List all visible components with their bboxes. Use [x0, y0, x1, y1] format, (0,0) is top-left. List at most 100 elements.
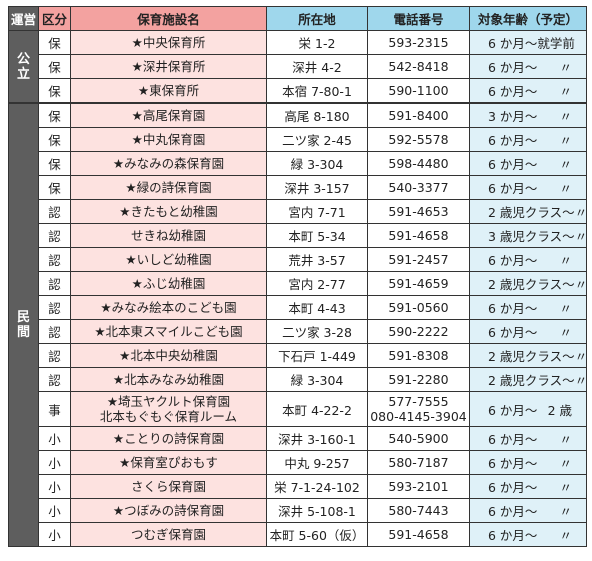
- kubun-cell: 小: [38, 474, 71, 499]
- phone-cell: 591-8308: [367, 343, 470, 368]
- phone-number: 577-7555: [388, 394, 449, 409]
- target-age-ditto: 〃: [559, 133, 572, 148]
- kubun-cell: 小: [38, 426, 71, 451]
- target-age-wrap: 6 か月～ 2 歳: [488, 400, 586, 419]
- phone-cell: 591-4658: [367, 223, 470, 248]
- facility-name-cell: さくら保育園: [70, 474, 267, 499]
- target-age-cell: 6 か月～ 2 歳: [469, 391, 587, 427]
- address-cell: 二ツ家 2-45: [266, 127, 368, 152]
- address-cell: 高尾 8-180: [266, 102, 368, 128]
- facility-name: ★ふじ幼稚園: [131, 276, 206, 291]
- phone-number: 591-0560: [388, 300, 449, 315]
- phone-cell: 590-2222: [367, 319, 470, 344]
- facility-name-cell: ★きたもと幼稚園: [70, 199, 267, 224]
- kubun-cell: 小: [38, 450, 71, 475]
- target-age-wrap: 2 歳児クラス～〃: [488, 202, 586, 221]
- target-age-cell: 6 か月～ 〃: [469, 450, 587, 475]
- phone-cell: 591-4653: [367, 199, 470, 224]
- header-unei: 運営: [8, 6, 39, 31]
- target-age-wrap: 6 か月～ 〃: [488, 57, 586, 76]
- target-age-cell: 6 か月～ 〃: [469, 127, 587, 152]
- phone-cell: 580-7187: [367, 450, 470, 475]
- target-age-ditto: 〃: [559, 157, 572, 172]
- target-age-ditto: 〃: [559, 109, 572, 124]
- facility-name: ★ことりの詩保育園: [112, 431, 225, 446]
- target-age-cell: 2 歳児クラス～〃: [469, 367, 587, 392]
- address-cell: 本町 5-60（仮）: [266, 522, 368, 547]
- facility-name: ★北本みなみ幼稚園: [112, 372, 225, 387]
- target-age-wrap: 6 か月～ 〃: [488, 453, 586, 472]
- facility-name: 北本もぐもぐ保育ルーム: [99, 409, 238, 424]
- table-row: 保 ★緑の詩保育園 深井 3-157 540-3377 6 か月～ 〃: [9, 175, 587, 200]
- phone-number: 080-4145-3904: [370, 409, 467, 424]
- table-row: 保 ★中丸保育園 二ツ家 2-45 592-5578 6 か月～ 〃: [9, 127, 587, 152]
- group-public: 公立: [8, 30, 39, 104]
- target-age-ditto: 〃: [559, 60, 572, 75]
- kubun-cell: 事: [38, 391, 71, 427]
- table-row: 保 ★深井保育所 深井 4-2 542-8418 6 か月～ 〃: [9, 54, 587, 79]
- group-label-char: 公: [16, 51, 30, 67]
- facility-name-cell: ★いしど幼稚園: [70, 247, 267, 272]
- target-age-ditto: 〃: [559, 432, 572, 447]
- kubun-cell: 小: [38, 522, 71, 547]
- address-cell: 本宿 7-80-1: [266, 78, 368, 104]
- phone-number: 590-1100: [388, 83, 449, 98]
- facility-name-cell: ★みなみ絵本のこども園: [70, 295, 267, 320]
- phone-cell: 577-7555 080-4145-3904: [367, 391, 470, 427]
- phone-cell: 591-8400: [367, 102, 470, 128]
- phone-number: 591-4653: [388, 204, 449, 219]
- facility-name-cell: ★みなみの森保育園: [70, 151, 267, 176]
- facility-name-cell: せきね幼稚園: [70, 223, 267, 248]
- target-age-ditto: 〃: [559, 528, 572, 543]
- target-age-cell: 6 か月～ 〃: [469, 426, 587, 451]
- table-row: 民間保 ★高尾保育園 高尾 8-180 591-8400 3 か月～〃: [8, 102, 587, 547]
- phone-cell: 591-4659: [367, 271, 470, 296]
- address-cell: 深井 5-108-1: [266, 498, 368, 523]
- target-age-wrap: 2 歳児クラス～〃: [488, 370, 586, 389]
- facility-name: ★中央保育所: [131, 35, 206, 50]
- phone-number: 540-5900: [388, 431, 449, 446]
- target-age-wrap: 6 か月～ 〃: [488, 81, 586, 100]
- target-age-wrap: 6 か月～ 〃: [488, 477, 586, 496]
- target-age-ditto: 〃: [559, 480, 572, 495]
- target-age: 6 か月～: [488, 181, 538, 196]
- facility-name: ★埼玉ヤクルト保育園: [106, 394, 231, 409]
- target-age-wrap: 3 歳児クラス～〃: [488, 226, 586, 245]
- target-age-cell: 6 か月～ 〃: [469, 522, 587, 547]
- phone-number: 580-7443: [388, 503, 449, 518]
- phone-cell: 593-2101: [367, 474, 470, 499]
- target-age: 6 か月～: [488, 301, 538, 316]
- kubun-cell: 認: [38, 343, 71, 368]
- target-age-ditto: 〃: [574, 373, 587, 388]
- facility-name-cell: ★緑の詩保育園: [70, 175, 267, 200]
- address-cell: 本町 4-22-2: [266, 391, 368, 427]
- target-age-ditto: 〃: [559, 325, 572, 340]
- target-age: 6 か月～: [488, 402, 538, 418]
- phone-number: 591-4659: [388, 276, 449, 291]
- target-age-ditto: 〃: [559, 504, 572, 519]
- target-age-cell: 6 か月～ 〃: [469, 498, 587, 523]
- kubun-cell: 認: [38, 247, 71, 272]
- target-age: 6 か月～: [488, 432, 538, 447]
- target-age-cell: 6 か月～就学前: [469, 30, 587, 55]
- target-age-ditto: 〃: [559, 456, 572, 471]
- group-label-char: 立: [16, 66, 30, 82]
- target-age: 6 か月～: [488, 504, 538, 519]
- facility-name: ★高尾保育園: [131, 108, 206, 123]
- target-age: 3 歳児クラス～: [488, 229, 575, 244]
- target-age-wrap: 3 か月～ 〃: [488, 106, 586, 125]
- phone-cell: 592-5578: [367, 127, 470, 152]
- header-address: 所在地: [266, 6, 368, 31]
- target-age: 3 か月～: [488, 109, 538, 124]
- target-age-cell: 2 歳児クラス～〃: [469, 271, 587, 296]
- facility-name: ★東保育所: [137, 83, 200, 98]
- table-row: 小 ★保育室ぴおもす 中丸 9-257 580-7187 6 か月～ 〃: [9, 450, 587, 475]
- facility-name: ★北本東スマイルこども園: [94, 324, 243, 339]
- facility-name-cell: ★東保育所: [70, 78, 267, 104]
- target-age-ditto: 〃: [574, 205, 587, 220]
- address-cell: 宮内 7-71: [266, 199, 368, 224]
- facility-name: さくら保育園: [130, 479, 206, 494]
- target-age: 2 歳児クラス～: [488, 277, 575, 292]
- phone-number: 590-2222: [388, 324, 449, 339]
- target-age-cell: 2 歳児クラス～〃: [469, 343, 587, 368]
